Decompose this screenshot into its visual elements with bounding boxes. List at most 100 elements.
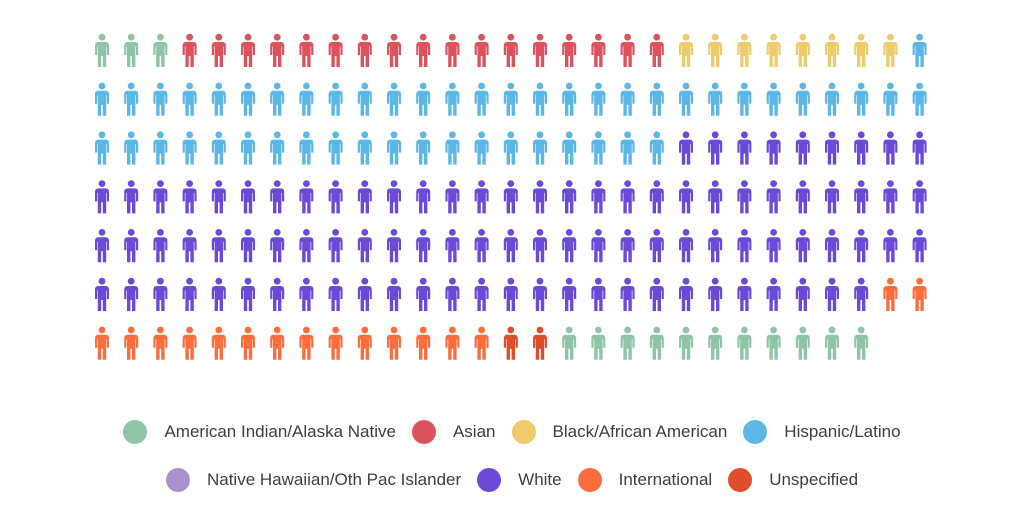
legend-item-native-hawaiian-oth-pac-islander: Native Hawaiian/Oth Pac Islander [165,468,462,492]
person-icon-hispanic-latino [211,131,226,165]
person-icon-hispanic-latino [95,82,109,116]
person-icon-white [474,180,489,214]
person-icon-white [620,277,635,311]
person-icon-asian [562,33,577,67]
person-icon-hispanic-latino [503,82,518,116]
person-icon-white [445,277,460,311]
person-icon-white [503,180,518,214]
person-icon-white [562,180,577,214]
person-icon-white [95,180,109,214]
person-icon-white [854,229,869,263]
legend-label: Native Hawaiian/Oth Pac Islander [206,470,462,489]
legend-label: White [518,470,562,489]
person-icon-black-african-american [825,33,839,67]
person-icon-hispanic-latino [211,82,226,116]
person-icon-american-indian-alaska-native [708,326,723,360]
person-icon-hispanic-latino [387,82,401,116]
person-icon-white [533,277,547,311]
person-icon-white [708,229,723,263]
person-icon-international [270,326,285,360]
person-icon-white [474,229,489,263]
person-icon-white [620,229,635,263]
person-icon-hispanic-latino [445,131,460,165]
person-icon-white [591,277,606,311]
person-icon-hispanic-latino [533,82,547,116]
person-icon-white [416,277,431,311]
person-icon-asian [211,33,226,67]
person-icon-white [299,277,314,311]
person-icon-hispanic-latino [591,131,606,165]
person-icon-american-indian-alaska-native [562,326,577,360]
person-icon-white [766,131,781,165]
person-icon-international [387,326,401,360]
legend-label: American Indian/Alaska Native [164,422,396,441]
legend-label: International [618,470,713,489]
person-icon-hispanic-latino [737,82,752,116]
person-icon-asian [357,33,372,67]
legend-swatch [411,420,436,444]
person-icon-white [883,229,898,263]
person-icon-international [241,326,255,360]
person-icon-white [883,131,898,165]
person-icon-white [153,229,168,263]
legend-label: Unspecified [769,470,859,489]
person-icon-international [445,326,460,360]
person-icon-hispanic-latino [387,131,401,165]
person-icon-white [124,180,139,214]
person-icon-white [328,180,343,214]
person-icon-white [95,277,109,311]
person-icon-white [416,229,431,263]
person-icon-white [445,180,460,214]
person-icon-international [474,326,489,360]
legend-swatch [165,468,190,492]
person-icon-black-african-american [854,33,869,67]
legend-swatch [743,420,768,444]
person-icon-asian [270,33,285,67]
person-icon-hispanic-latino [912,82,927,116]
person-icon-white [270,277,285,311]
person-icon-american-indian-alaska-native [591,326,606,360]
person-icon-hispanic-latino [124,131,139,165]
person-icon-white [649,277,664,311]
person-icon-white [533,180,547,214]
legend-label: Asian [452,422,496,441]
person-icon-white [211,229,226,263]
person-icon-white [299,180,314,214]
legend-label: Hispanic/Latino [784,422,901,441]
person-icon-hispanic-latino [445,82,460,116]
person-icon-white [591,229,606,263]
person-icon-black-african-american [679,33,693,67]
legend-swatch [477,468,502,492]
person-icon-hispanic-latino [766,82,781,116]
person-icon-international [182,326,197,360]
person-icon-white [825,277,839,311]
person-icon-white [737,131,752,165]
person-icon-international [912,277,927,311]
person-icon-white [766,180,781,214]
person-icon-white [912,229,927,263]
person-icon-black-african-american [795,33,810,67]
person-icon-white [416,180,431,214]
legend-swatch [728,468,753,492]
person-icon-white [912,131,927,165]
person-icon-international [299,326,314,360]
person-icon-white [708,131,723,165]
person-icon-hispanic-latino [562,131,577,165]
person-icon-asian [416,33,431,67]
person-icon-asian [299,33,314,67]
person-icon-hispanic-latino [270,82,285,116]
person-icon-white [445,229,460,263]
person-icon-hispanic-latino [270,131,285,165]
person-icon-white [562,229,577,263]
person-icon-hispanic-latino [416,131,431,165]
person-icon-american-indian-alaska-native [766,326,781,360]
person-icon-hispanic-latino [620,131,635,165]
person-icon-white [854,180,869,214]
legend-row-2: Native Hawaiian/Oth Pac Islander White Int… [0,468,1024,492]
person-icon-hispanic-latino [299,131,314,165]
person-icon-hispanic-latino [182,131,197,165]
person-icon-hispanic-latino [649,82,664,116]
person-icon-white [153,277,168,311]
person-icon-hispanic-latino [328,82,343,116]
